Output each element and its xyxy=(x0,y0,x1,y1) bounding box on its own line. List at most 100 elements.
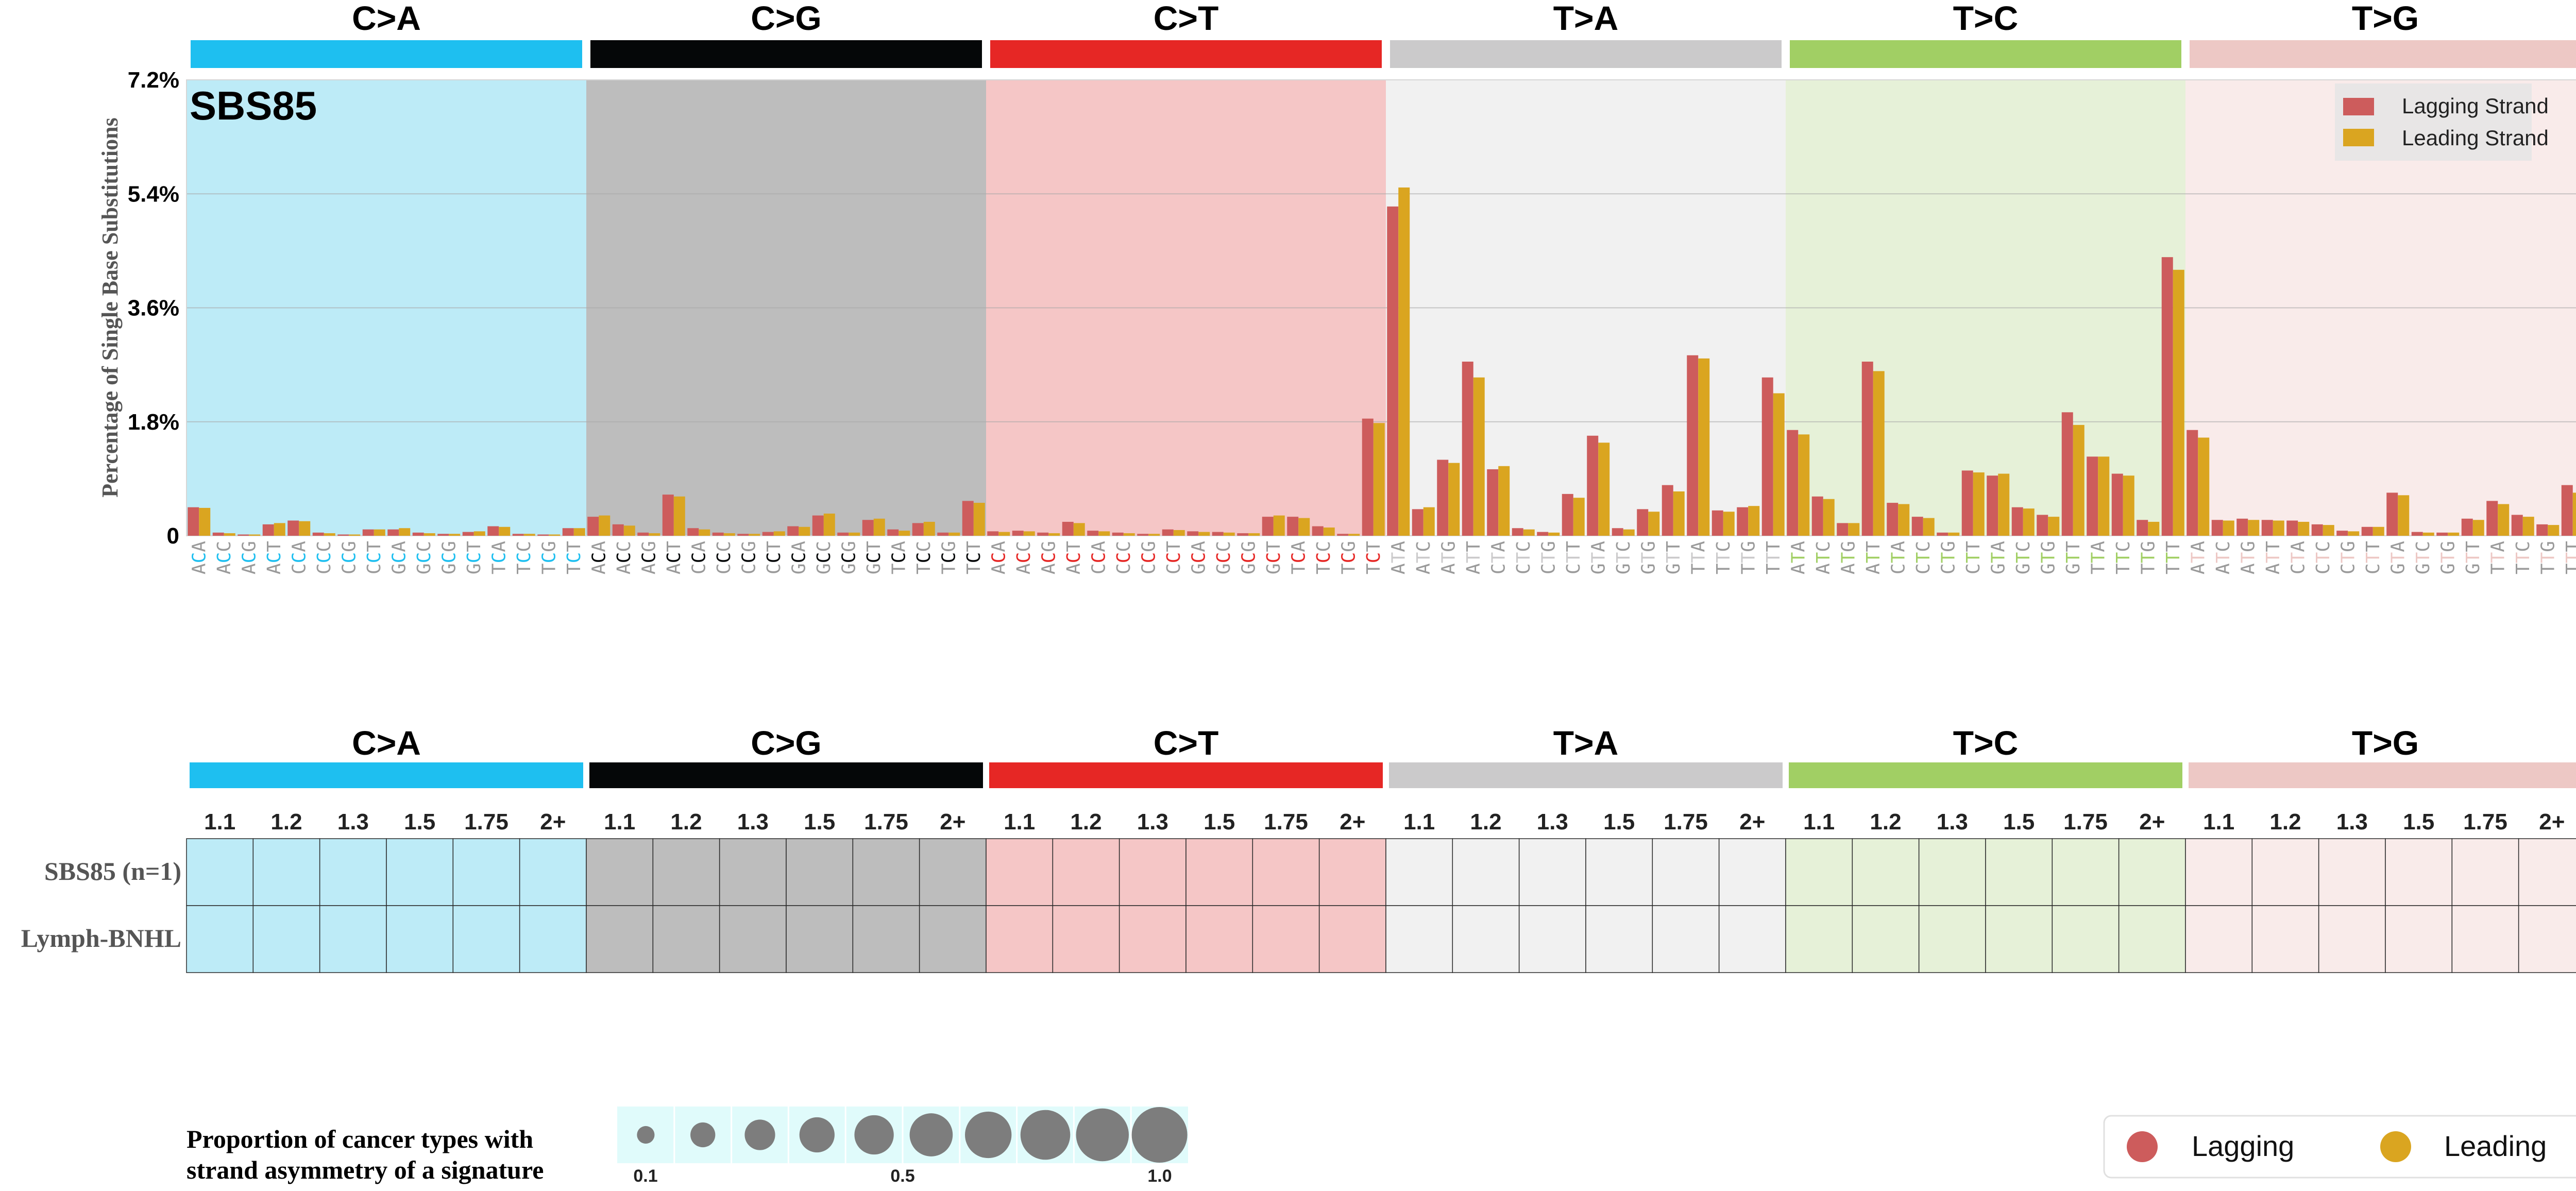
heatmap-cell xyxy=(1585,838,1653,906)
bar-leading xyxy=(423,533,435,536)
bar-leading xyxy=(499,526,511,536)
x-tick-label: ATA xyxy=(1788,541,1809,574)
strand-asymmetry-grid: C>A 1.1 1.2 1.3 1.5 1.75 2+ C>G 1.1 1.2 1.3 1.5 1.75… xyxy=(21,724,2576,973)
heatmap-cell xyxy=(2451,905,2519,973)
x-tick-label: ACT xyxy=(264,541,285,574)
heatmap-column-label: 1.5 xyxy=(2403,809,2434,835)
bar-lagging xyxy=(1637,509,1649,536)
bar-leading xyxy=(2372,526,2384,536)
bar-lagging xyxy=(787,526,799,536)
bar-lagging xyxy=(2386,492,2398,536)
strand-legend-dot-lagging xyxy=(2127,1131,2158,1162)
heatmap-cell xyxy=(786,905,854,973)
bar-leading xyxy=(1223,532,1235,536)
x-tick-label: TCT xyxy=(1363,541,1384,574)
mutation-type-label: T>A xyxy=(1553,0,1619,37)
heatmap-cell xyxy=(1052,905,1120,973)
bar-lagging xyxy=(2511,515,2523,536)
bar-leading xyxy=(1098,531,1110,536)
x-tick-label: GTG xyxy=(1638,541,1659,574)
bar-lagging xyxy=(2161,257,2173,536)
heatmap-column-label: 2+ xyxy=(1739,809,1765,835)
bar-lagging xyxy=(412,532,424,536)
x-tick-label: ACC xyxy=(614,541,635,574)
bar-lagging xyxy=(1911,517,1923,536)
bar-leading xyxy=(1873,371,1885,536)
x-tick-label: GCC xyxy=(814,541,835,574)
mutation-type-bar-3 xyxy=(1390,40,1782,68)
bar-lagging xyxy=(238,534,249,536)
heatmap-column-label: 2+ xyxy=(540,809,566,835)
x-tick-label: ACT xyxy=(1063,541,1084,574)
heatmap-type-bar-2 xyxy=(989,762,1383,788)
heatmap-column-label: 1.1 xyxy=(2203,809,2234,835)
bar-leading xyxy=(2298,521,2310,536)
bar-leading xyxy=(2023,508,2035,536)
bar-lagging xyxy=(1937,532,1948,536)
plot-frame xyxy=(186,79,2576,536)
bar-lagging xyxy=(2436,532,2448,536)
bar-lagging xyxy=(437,534,449,536)
bar-leading xyxy=(2223,520,2234,536)
bar-leading xyxy=(473,531,485,536)
bar-lagging xyxy=(1737,507,1749,536)
heatmap-cell xyxy=(2052,838,2120,906)
x-tick-label: TCC xyxy=(1313,541,1334,574)
x-tick-label: TCG xyxy=(1338,541,1359,574)
bar-leading xyxy=(1723,512,1735,536)
bar-leading xyxy=(573,528,585,536)
x-tick-label: ACG xyxy=(638,541,659,574)
x-tick-label: TCC xyxy=(514,541,535,574)
bar-lagging xyxy=(287,520,299,536)
x-tick-label: GCC xyxy=(1213,541,1234,574)
size-legend-tick: 1.0 xyxy=(1147,1166,1172,1186)
bar-lagging xyxy=(1387,206,1399,536)
x-tick-label: CTC xyxy=(1913,541,1934,574)
x-tick-label: GTG xyxy=(2437,541,2459,574)
heatmap-column-label: 1.1 xyxy=(1803,809,1835,835)
bar-lagging xyxy=(2087,456,2098,536)
bar-lagging xyxy=(1887,503,1899,536)
x-tick-label: CTA xyxy=(2287,541,2309,574)
heatmap-column-label: 1.3 xyxy=(1137,809,1168,835)
x-tick-label: CCA xyxy=(1088,541,1109,574)
heatmap-type-bar-4 xyxy=(1789,762,2182,788)
bar-leading xyxy=(2522,517,2534,536)
x-tick-label: ATG xyxy=(1838,541,1859,574)
strand-legend-box xyxy=(2103,1115,2576,1179)
bar-leading xyxy=(973,503,985,536)
size-legend-dot xyxy=(1020,1110,1071,1160)
x-tick-label: TTA xyxy=(1688,541,1709,574)
bar-lagging xyxy=(837,532,849,536)
bar-lagging xyxy=(912,523,924,536)
heatmap-column-label: 1.75 xyxy=(2063,809,2108,835)
heatmap-cell xyxy=(252,838,320,906)
bar-lagging xyxy=(387,529,399,536)
heatmap-column-label: 1.75 xyxy=(464,809,509,835)
bar-lagging xyxy=(1961,470,1973,536)
heatmap-cell xyxy=(719,838,787,906)
heatmap-cell xyxy=(252,905,320,973)
bar-leading xyxy=(2498,504,2510,536)
x-tick-label: TCA xyxy=(488,541,510,574)
heatmap-cell xyxy=(1052,838,1120,906)
x-tick-label: TCC xyxy=(913,541,935,574)
heatmap-cell xyxy=(2185,905,2253,973)
x-tick-label: CTA xyxy=(1488,541,1509,574)
bar-leading xyxy=(1148,534,1160,536)
x-tick-label: CTT xyxy=(1563,541,1584,574)
bar-lagging xyxy=(1137,534,1149,536)
size-legend-caption-2: strand asymmetry of a signature xyxy=(187,1155,544,1184)
bar-leading xyxy=(1448,463,1460,536)
size-legend-dot xyxy=(637,1126,655,1144)
bar-leading xyxy=(2448,532,2460,536)
x-tick-label: CTT xyxy=(1963,541,1984,574)
mutation-type-label: C>G xyxy=(751,0,822,37)
bar-leading xyxy=(2398,495,2410,536)
mutation-type-label: T>C xyxy=(1953,0,2019,37)
x-tick-label: ACT xyxy=(664,541,685,574)
bar-lagging xyxy=(1562,494,1573,536)
bar-lagging xyxy=(1711,510,1723,536)
size-legend-dot xyxy=(1131,1107,1188,1163)
